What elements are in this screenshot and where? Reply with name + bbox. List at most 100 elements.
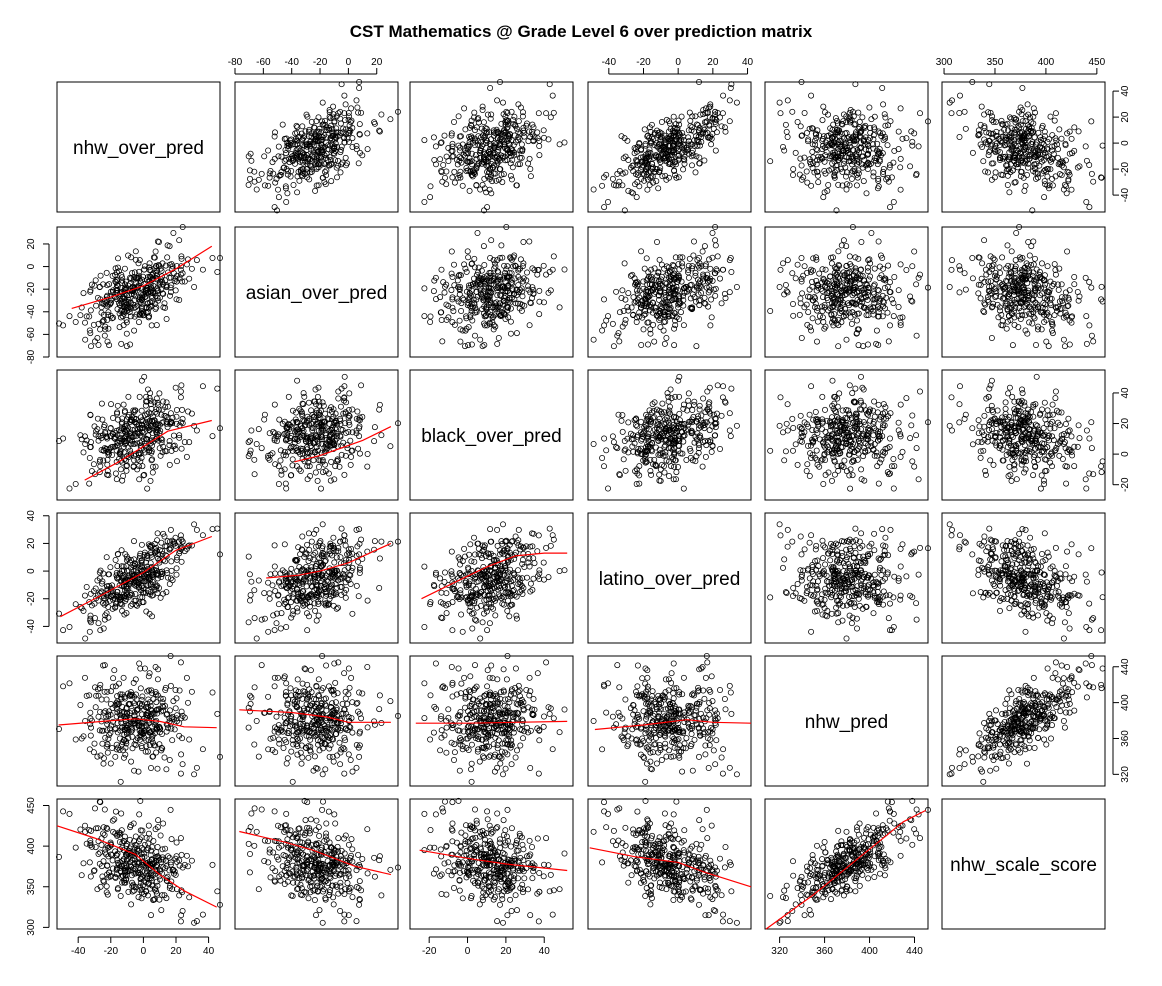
data-point	[679, 130, 686, 137]
data-point	[327, 477, 334, 484]
data-point	[631, 299, 638, 306]
data-point	[284, 190, 291, 197]
data-point	[82, 319, 88, 326]
data-point	[253, 186, 260, 193]
data-point	[277, 457, 284, 464]
data-point	[303, 147, 310, 154]
data-point	[1098, 283, 1105, 290]
data-point	[449, 143, 456, 150]
data-point	[700, 111, 707, 118]
data-point	[285, 168, 291, 175]
data-point	[138, 377, 145, 384]
data-point	[329, 129, 336, 136]
data-point	[619, 428, 626, 435]
data-point	[125, 252, 132, 259]
data-point	[166, 438, 173, 445]
data-point	[135, 260, 142, 267]
data-point	[776, 284, 783, 290]
data-point	[671, 168, 678, 174]
data-point	[874, 140, 881, 147]
data-point	[675, 174, 682, 181]
data-point	[640, 278, 647, 285]
data-point	[101, 422, 108, 429]
data-point	[673, 469, 680, 476]
data-point	[173, 407, 180, 413]
data-point	[714, 253, 721, 260]
data-point	[622, 316, 629, 323]
data-point	[332, 157, 339, 164]
data-point	[443, 168, 450, 175]
data-point	[485, 154, 492, 161]
data-point	[858, 239, 865, 245]
data-point	[504, 110, 511, 116]
data-point	[451, 179, 458, 186]
data-point	[474, 138, 481, 145]
data-point	[283, 485, 290, 492]
data-point	[172, 384, 179, 391]
data-point	[708, 448, 715, 455]
data-point	[719, 394, 726, 401]
data-point	[178, 445, 185, 452]
data-point	[308, 166, 315, 173]
data-point	[285, 393, 292, 400]
data-point	[654, 239, 660, 245]
data-point	[322, 161, 329, 168]
data-point	[152, 306, 159, 312]
data-point	[468, 341, 475, 348]
data-point	[661, 340, 668, 347]
data-point	[499, 179, 506, 186]
data-point	[870, 169, 877, 176]
data-point	[310, 147, 317, 154]
data-point	[534, 129, 541, 136]
data-point	[430, 134, 437, 141]
data-point	[355, 445, 362, 452]
data-point	[520, 239, 527, 245]
data-point	[357, 450, 363, 457]
data-point	[315, 164, 322, 171]
data-point	[1068, 135, 1075, 142]
data-point	[489, 178, 496, 185]
data-point	[1086, 322, 1093, 329]
data-point	[492, 130, 499, 137]
panel-frame	[56, 226, 221, 358]
data-point	[981, 237, 988, 244]
data-point	[378, 111, 385, 118]
data-point	[334, 143, 340, 150]
data-point	[266, 430, 273, 437]
data-point	[875, 183, 882, 190]
panel-frame	[941, 512, 1106, 644]
data-point	[478, 139, 484, 146]
data-point	[988, 335, 995, 341]
data-point	[543, 271, 550, 278]
data-point	[450, 308, 457, 315]
data-point	[656, 415, 663, 422]
data-point	[458, 159, 465, 166]
data-point	[659, 400, 666, 407]
panel-frame	[587, 369, 752, 501]
data-point	[800, 272, 807, 279]
data-point	[472, 152, 479, 159]
data-point	[114, 402, 121, 409]
data-point	[847, 314, 854, 321]
data-point	[865, 341, 871, 348]
data-point	[781, 147, 788, 154]
data-point	[706, 427, 713, 434]
data-point	[387, 443, 394, 450]
data-point	[671, 342, 678, 349]
data-point	[449, 140, 456, 147]
data-point	[848, 320, 855, 327]
data-point	[614, 445, 621, 452]
data-point	[437, 140, 444, 146]
data-point	[488, 136, 495, 143]
panel-frame	[56, 81, 221, 213]
data-point	[825, 182, 832, 188]
data-point	[338, 146, 344, 153]
data-point	[1051, 312, 1058, 319]
data-point	[767, 308, 774, 314]
data-point	[163, 316, 170, 322]
data-point	[326, 109, 333, 116]
data-point	[515, 137, 521, 144]
data-point	[529, 128, 535, 135]
data-point	[395, 108, 401, 115]
data-point	[484, 204, 491, 211]
